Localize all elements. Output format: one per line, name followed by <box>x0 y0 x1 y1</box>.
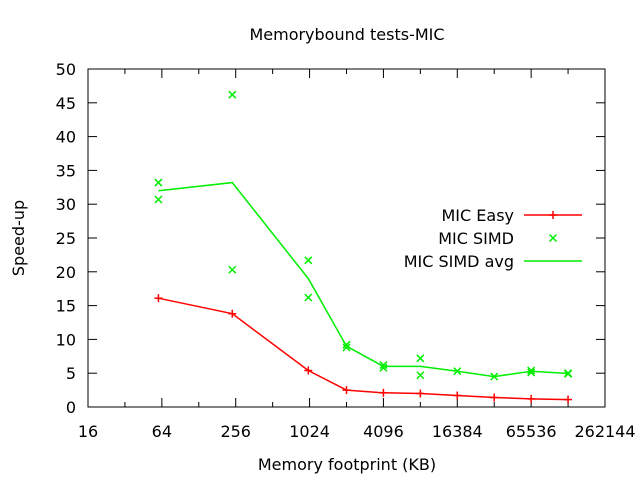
point-mic-simd <box>154 195 163 204</box>
x-tick-label: 262144 <box>574 422 635 441</box>
y-tick-label: 5 <box>66 364 76 383</box>
series-line-mic-easy <box>158 297 569 401</box>
y-tick-label: 20 <box>56 263 76 282</box>
point-mic-simd <box>416 354 425 363</box>
point-mic-easy <box>416 389 425 398</box>
x-tick-label: 256 <box>220 422 251 441</box>
plot-area <box>154 90 573 404</box>
x-tick-label: 64 <box>152 422 172 441</box>
axes: 0 5 10 15 20 25 30 35 40 45 50 16 64 256 1024 4096 16384… <box>56 60 636 441</box>
series-line-mic-simd-avg <box>158 181 569 378</box>
y-tick-label: 35 <box>56 161 76 180</box>
point-mic-easy <box>342 386 351 395</box>
point-mic-simd <box>379 361 388 370</box>
legend: MIC Easy MIC SIMD MIC SIMD avg <box>404 206 582 271</box>
legend-marker-mic-easy <box>549 211 557 219</box>
plot-frame <box>87 68 606 408</box>
x-tick-label: 16384 <box>432 422 483 441</box>
x-axis-label: Memory footprint (KB) <box>258 455 436 474</box>
y-tick-label: 30 <box>56 195 76 214</box>
point-mic-simd <box>416 371 425 380</box>
point-mic-easy <box>490 393 499 402</box>
point-mic-simd <box>304 293 313 302</box>
point-mic-simd <box>154 178 163 187</box>
point-mic-simd <box>304 256 313 265</box>
legend-label-mic-easy: MIC Easy <box>442 206 515 225</box>
point-mic-easy <box>304 366 313 375</box>
y-tick-label: 25 <box>56 229 76 248</box>
point-mic-easy <box>527 394 536 403</box>
x-tick-label: 16 <box>78 422 98 441</box>
y-axis-label: Speed-up <box>9 200 28 276</box>
y-tick-label: 10 <box>56 330 76 349</box>
point-mic-simd <box>527 368 536 377</box>
legend-marker-mic-simd <box>548 233 558 243</box>
legend-label-mic-simd: MIC SIMD <box>438 229 514 248</box>
y-tick-label: 50 <box>56 60 76 79</box>
point-mic-easy <box>228 309 237 318</box>
point-mic-simd <box>342 343 351 352</box>
point-mic-simd <box>228 90 237 99</box>
point-mic-easy <box>154 294 163 303</box>
x-tick-label: 4096 <box>363 422 404 441</box>
legend-label-mic-simd-avg: MIC SIMD avg <box>404 252 514 271</box>
y-tick-label: 15 <box>56 297 76 316</box>
point-mic-easy <box>453 391 462 400</box>
point-mic-simd <box>228 265 237 274</box>
point-mic-easy <box>564 395 573 404</box>
y-tick-label: 45 <box>56 94 76 113</box>
x-tick-label: 65536 <box>506 422 557 441</box>
y-tick-label: 0 <box>66 398 76 417</box>
y-tick-label: 40 <box>56 128 76 147</box>
chart-title: Memorybound tests-MIC <box>249 25 444 44</box>
point-mic-easy <box>379 388 388 397</box>
x-tick-label: 1024 <box>289 422 330 441</box>
